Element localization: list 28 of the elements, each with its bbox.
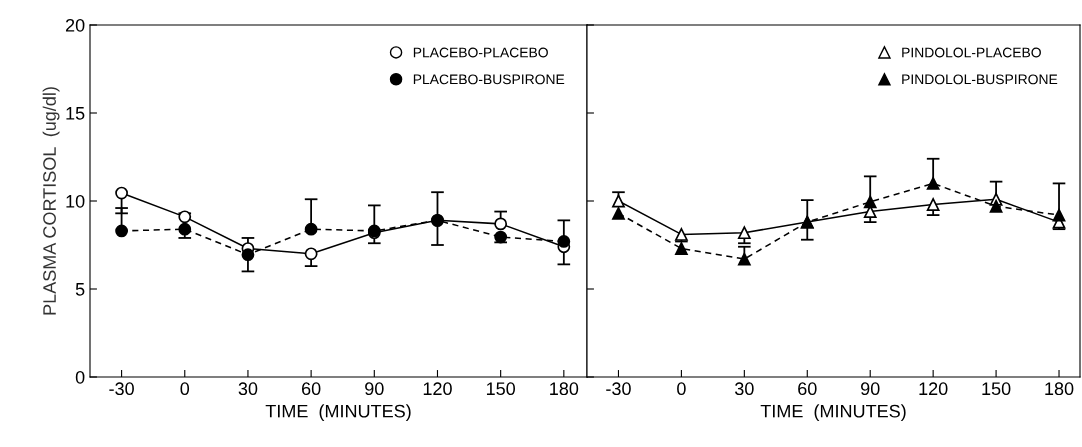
- x-tick-label: 90: [861, 382, 880, 396]
- legend-label: PLACEBO-PLACEBO: [413, 47, 548, 58]
- legend-label: PINDOLOL-PLACEBO: [902, 47, 1041, 58]
- x-tick-label: 120: [423, 382, 452, 396]
- y-tick-label: 15: [66, 107, 85, 120]
- x-axis-title: TIME (MINUTES): [760, 404, 906, 422]
- x-tick-label: 0: [677, 382, 686, 396]
- x-tick-label: 30: [734, 382, 754, 396]
- y-tick-label: 20: [65, 18, 85, 32]
- x-tick-label: 0: [180, 382, 190, 396]
- x-tick-label: 90: [365, 382, 384, 396]
- x-tick-label: 60: [302, 382, 321, 396]
- y-tick-label: 0: [75, 370, 85, 384]
- legend-label: PLACEBO-BUSPIRONE: [413, 74, 565, 85]
- x-tick-label: 180: [1045, 382, 1074, 396]
- x-tick-label: 30: [238, 382, 258, 396]
- x-tick-label: 180: [550, 382, 579, 396]
- x-tick-label: 150: [982, 382, 1011, 396]
- x-tick-label: 150: [486, 382, 516, 396]
- y-axis-title: PLASMA CORTISOL (ug/dl): [42, 87, 60, 315]
- x-tick-label: -30: [606, 382, 631, 396]
- x-axis-title: TIME (MINUTES): [265, 404, 411, 422]
- x-tick-label: 60: [798, 382, 817, 396]
- x-tick-label: -30: [109, 382, 134, 396]
- y-tick-label: 5: [75, 283, 85, 296]
- y-tick-label: 10: [66, 194, 85, 208]
- legend-label: PINDOLOL-BUSPIRONE: [902, 74, 1058, 85]
- x-tick-label: 120: [919, 382, 948, 396]
